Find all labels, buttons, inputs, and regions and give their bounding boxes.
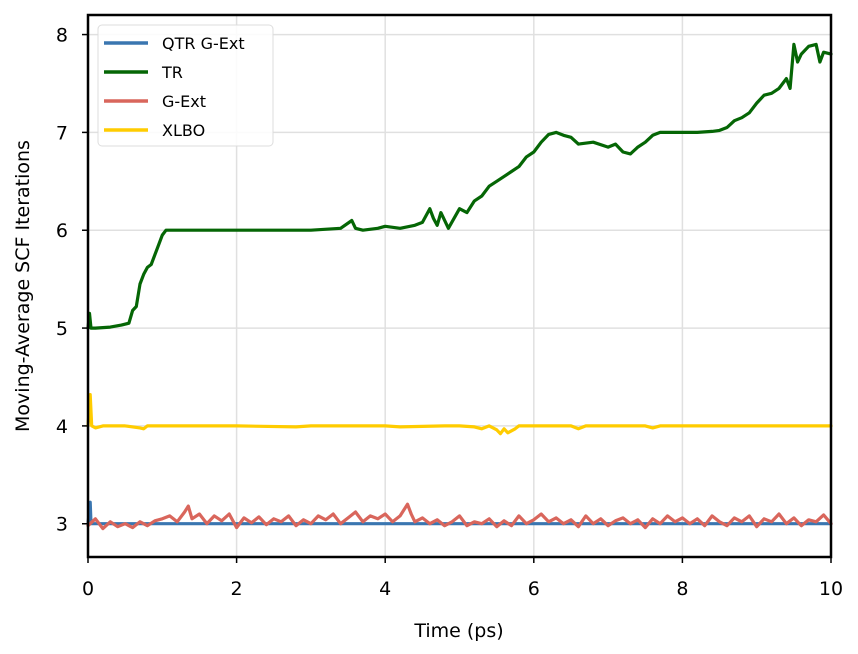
- y-tick-label: 8: [56, 25, 68, 47]
- legend: QTR G-Ext TR G-Ext XLBO: [97, 24, 274, 147]
- x-tick-label: 4: [379, 578, 391, 600]
- series-line-g-ext: [86, 502, 833, 531]
- y-tick-label: 3: [56, 514, 68, 536]
- x-tick-label: 10: [819, 578, 843, 600]
- y-axis-ticks: 3 4 5 6 7 8: [56, 25, 88, 536]
- y-tick-label: 5: [56, 318, 68, 340]
- series-line-xlbo: [86, 393, 833, 436]
- legend-label: QTR G-Ext: [162, 34, 245, 53]
- y-tick-label: 4: [56, 416, 68, 438]
- legend-label: XLBO: [162, 121, 205, 140]
- x-axis-label: Time (ps): [413, 620, 503, 642]
- y-tick-label: 7: [56, 122, 68, 144]
- plot-frame: [86, 13, 833, 559]
- x-tick-label: 6: [528, 578, 540, 600]
- x-axis-ticks: 0 2 4 6 8 10: [82, 557, 843, 600]
- series-line-tr: [86, 42, 833, 330]
- x-tick-label: 2: [231, 578, 243, 600]
- legend-label: G-Ext: [162, 92, 206, 111]
- legend-box: [97, 24, 274, 147]
- data-series: [86, 42, 833, 531]
- y-tick-label: 6: [56, 220, 68, 242]
- x-tick-label: 8: [676, 578, 688, 600]
- x-tick-label: 0: [82, 578, 94, 600]
- y-axis-label: Moving-Average SCF Iterations: [12, 140, 34, 432]
- legend-label: TR: [161, 63, 183, 82]
